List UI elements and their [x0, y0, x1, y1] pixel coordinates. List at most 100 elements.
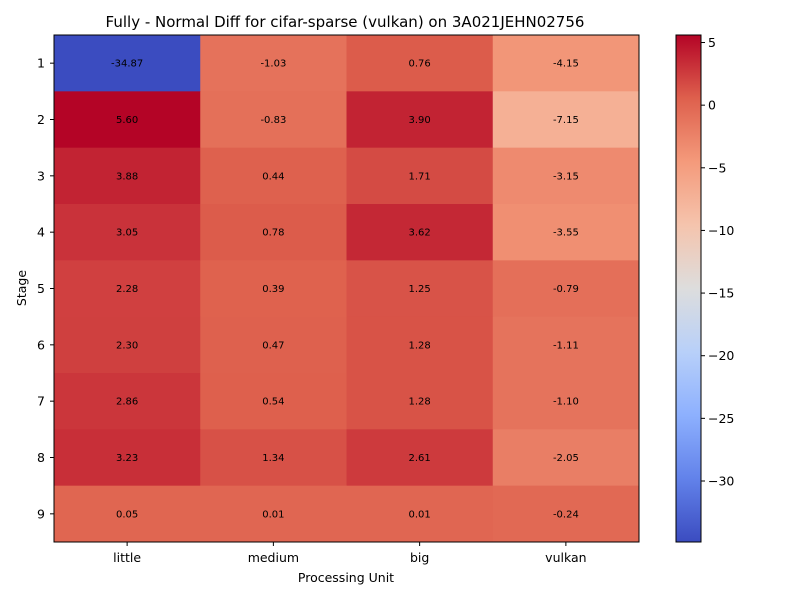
colorbar-tick-label: 5 — [708, 35, 716, 50]
cell-value-label: 3.90 — [408, 115, 430, 126]
y-tick-label: 3 — [37, 168, 45, 183]
y-tick-label: 4 — [37, 225, 45, 240]
heatmap-cell — [54, 316, 201, 374]
cell-value-label: -4.15 — [553, 59, 579, 70]
colorbar-tick-label: −20 — [708, 348, 734, 363]
cell-value-label: -7.15 — [553, 115, 579, 126]
heatmap-cell — [54, 260, 201, 318]
cell-value-label: 0.78 — [262, 228, 284, 239]
colorbar-tick-label: −15 — [708, 286, 734, 301]
x-tick-label: vulkan — [545, 550, 586, 565]
y-tick-label: 8 — [37, 450, 45, 465]
colorbar-tick-label: −25 — [708, 411, 734, 426]
cell-value-label: -34.87 — [111, 59, 143, 70]
cell-value-label: 2.61 — [408, 453, 430, 464]
cell-value-label: 0.76 — [408, 59, 430, 70]
heatmap-cell — [492, 485, 640, 543]
x-tick-label: medium — [248, 550, 299, 565]
x-tick-label: big — [410, 550, 429, 565]
heatmap-cell — [346, 485, 494, 543]
heatmap-cell — [346, 373, 494, 430]
heatmap-cell — [346, 204, 494, 261]
cell-value-label: 2.30 — [116, 340, 138, 351]
cell-value-label: 3.88 — [116, 171, 138, 182]
heatmap-cell — [200, 260, 347, 318]
colorbar-tick-label: −30 — [708, 473, 734, 488]
cell-value-label: 0.39 — [262, 284, 284, 295]
cell-value-label: -1.10 — [553, 397, 579, 408]
cell-value-label: -0.83 — [260, 115, 286, 126]
heatmap-cell — [492, 373, 640, 430]
heatmap-cell — [200, 316, 347, 374]
y-tick-label: 5 — [37, 281, 45, 296]
heatmap-cell — [54, 91, 201, 149]
cell-value-label: 0.01 — [408, 509, 430, 520]
x-axis-ticks: little medium big vulkan — [113, 542, 587, 565]
heatmap-cell — [346, 35, 494, 92]
heatmap-cell — [54, 485, 201, 543]
heatmap-cell — [200, 91, 347, 149]
heatmap-cell — [200, 485, 347, 543]
cell-value-label: -3.55 — [553, 228, 579, 239]
heatmap-cell — [492, 147, 640, 205]
heatmap-cell — [54, 35, 201, 92]
heatmap-cell — [54, 373, 201, 430]
cell-value-label: 1.34 — [262, 453, 284, 464]
heatmap-cell — [200, 204, 347, 261]
heatmap-cell — [54, 429, 201, 487]
cell-value-label: 0.44 — [262, 171, 284, 182]
cell-value-label: 0.54 — [262, 397, 284, 408]
heatmap-cell — [492, 429, 640, 487]
cell-value-label: 3.05 — [116, 228, 138, 239]
chart-title: Fully - Normal Diff for cifar-sparse (vu… — [106, 13, 585, 31]
heatmap-cells: -34.87 -1.03 0.76 -4.15 5.60 -0.83 3.90 -7.15 3.… — [54, 35, 640, 543]
colorbar-tick-label: −10 — [708, 223, 734, 238]
heatmap-cell — [492, 260, 640, 318]
colorbar: 5 0 −5 −10 −15 −20 −25 −30 — [675, 34, 734, 543]
heatmap-cell — [200, 373, 347, 430]
y-tick-label: 6 — [37, 337, 45, 352]
heatmap-cell — [200, 429, 347, 487]
y-tick-label: 1 — [37, 56, 45, 71]
heatmap-cell — [492, 316, 640, 374]
cell-value-label: 1.25 — [408, 284, 430, 295]
cell-value-label: -0.24 — [553, 509, 579, 520]
cell-value-label: 1.28 — [408, 340, 430, 351]
x-axis-label: Processing Unit — [298, 570, 394, 585]
cell-value-label: 0.01 — [262, 509, 284, 520]
cell-value-label: 1.71 — [408, 171, 430, 182]
cell-value-label: -0.79 — [553, 284, 579, 295]
cell-value-label: 0.47 — [262, 340, 284, 351]
heatmap-cell — [492, 91, 640, 149]
y-tick-label: 7 — [37, 394, 45, 409]
heatmap-cell — [346, 316, 494, 374]
y-axis-label: Stage — [14, 270, 29, 306]
heatmap-cell — [346, 147, 494, 205]
y-tick-label: 9 — [37, 506, 45, 521]
heatmap-cell — [492, 204, 640, 261]
cell-value-label: 2.86 — [116, 397, 138, 408]
cell-value-label: 3.62 — [408, 228, 430, 239]
cell-value-label: 5.60 — [116, 115, 138, 126]
cell-value-label: -1.11 — [553, 340, 579, 351]
y-axis-ticks: 1 2 3 4 5 6 7 8 9 — [37, 56, 54, 521]
heatmap-cell — [346, 91, 494, 149]
cell-value-label: 1.28 — [408, 397, 430, 408]
y-tick-label: 2 — [37, 112, 45, 127]
heatmap-cell — [54, 204, 201, 261]
colorbar-tick-label: −5 — [708, 160, 726, 175]
heatmap-cell — [346, 429, 494, 487]
heatmap-cell — [346, 260, 494, 318]
x-tick-label: little — [113, 550, 141, 565]
cell-value-label: -2.05 — [553, 453, 579, 464]
cell-value-label: -3.15 — [553, 171, 579, 182]
heatmap-cell — [200, 147, 347, 205]
cell-value-label: 3.23 — [116, 453, 138, 464]
colorbar-gradient — [675, 34, 702, 543]
heatmap-cell — [492, 35, 640, 92]
colorbar-tick-label: 0 — [708, 98, 716, 113]
cell-value-label: 0.05 — [116, 509, 138, 520]
cell-value-label: 2.28 — [116, 284, 138, 295]
cell-value-label: -1.03 — [260, 59, 286, 70]
